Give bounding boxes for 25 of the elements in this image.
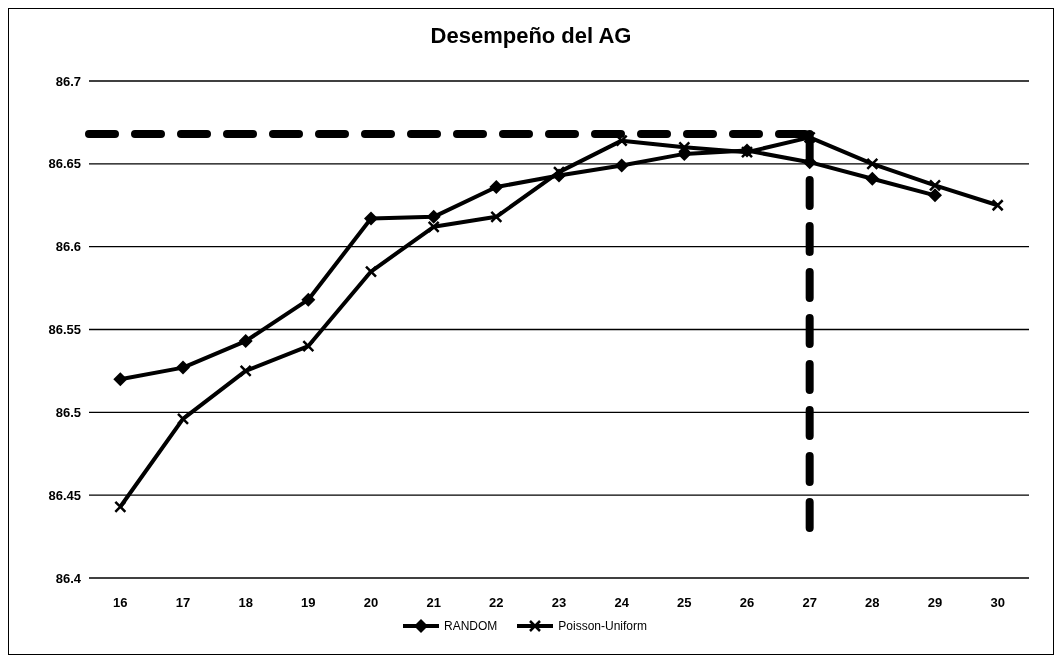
x-tick-label: 27 <box>802 595 817 611</box>
x-tick-label: 21 <box>426 595 441 611</box>
x-tick-label: 25 <box>677 595 692 611</box>
y-tick-label: 86.4 <box>55 570 82 586</box>
y-tick-label: 86.7 <box>55 73 81 89</box>
legend-label: RANDOM <box>443 619 498 633</box>
x-tick-label: 24 <box>614 595 630 611</box>
x-tick-label: 28 <box>865 595 880 611</box>
y-tick-label: 86.5 <box>55 404 81 420</box>
y-tick-label: 86.55 <box>48 322 81 338</box>
x-tick-label: 18 <box>238 595 253 611</box>
y-tick-label: 86.6 <box>55 239 81 255</box>
x-tick-label: 17 <box>175 595 191 611</box>
x-tick-label: 22 <box>489 595 504 611</box>
legend-label: Poisson-Uniform <box>558 619 648 633</box>
x-tick-label: 30 <box>990 595 1005 611</box>
x-tick-label: 29 <box>927 595 943 611</box>
x-tick-label: 23 <box>551 595 567 611</box>
x-tick-label: 19 <box>301 595 316 611</box>
x-tick-label: 26 <box>739 595 755 611</box>
y-tick-label: 86.65 <box>48 156 81 172</box>
x-tick-label: 16 <box>113 595 128 611</box>
chart-title: Desempeño del AG <box>429 23 633 49</box>
x-tick-label: 20 <box>363 595 379 611</box>
y-tick-label: 86.45 <box>48 487 81 503</box>
